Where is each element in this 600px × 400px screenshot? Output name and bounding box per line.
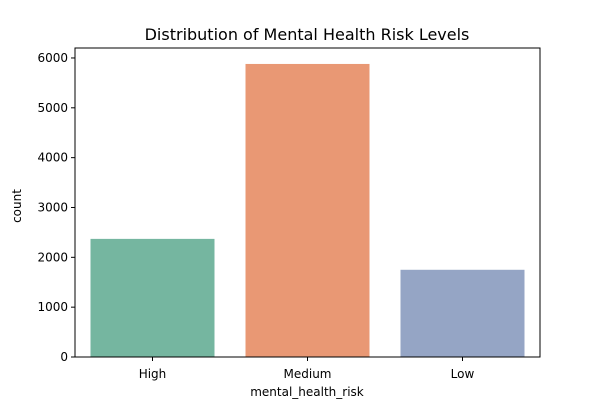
y-tick-label: 1000 xyxy=(37,300,68,314)
bar-medium xyxy=(245,63,370,357)
y-tick-label: 4000 xyxy=(37,151,68,165)
x-tick-label: Medium xyxy=(284,367,332,381)
plot-frame xyxy=(74,47,541,358)
x-tick-label: Low xyxy=(451,367,475,381)
y-tick-label: 5000 xyxy=(37,101,68,115)
bar-high xyxy=(90,238,215,357)
y-tick-label: 0 xyxy=(60,350,68,364)
x-axis-label: mental_health_risk xyxy=(250,385,364,399)
bar-low xyxy=(400,269,525,357)
chart-title: Distribution of Mental Health Risk Level… xyxy=(145,25,470,44)
y-tick-label: 6000 xyxy=(37,51,68,65)
y-tick-label: 3000 xyxy=(37,200,68,214)
y-axis-label: count xyxy=(10,189,24,223)
y-tick-label: 2000 xyxy=(37,250,68,264)
plot-area: High Medium Low 0 1000 2000 3000 4000 5000 6000 xyxy=(37,47,541,381)
x-tick-label: High xyxy=(139,367,167,381)
